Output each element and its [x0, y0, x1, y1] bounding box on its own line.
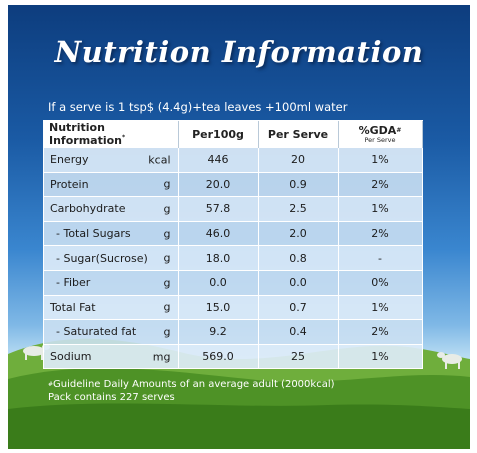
per-serve-value: 0.9 [258, 171, 339, 197]
nutrient-name: - Saturated fat g [44, 319, 179, 345]
nutrient-name: Sodium mg [44, 343, 179, 369]
gda-value: 0% [338, 269, 423, 296]
gda-value: 1% [338, 343, 423, 369]
per-serve-value: 0.7 [258, 294, 339, 320]
nutrient-name: Energy kcal [44, 147, 179, 173]
goat-right-icon [437, 352, 462, 369]
nutrient-name: Protein g [44, 171, 179, 197]
per100g-value: 57.8 [178, 196, 259, 222]
per100g-value: 20.0 [178, 171, 259, 197]
nutrient-name: Total Fat g [44, 294, 179, 320]
gda-value: 1% [338, 294, 423, 320]
per-serve-value: 0.8 [258, 245, 339, 271]
footnote: #Guideline Daily Amounts of an average a… [48, 378, 335, 404]
nutrient-name: Carbohydrate g [44, 196, 179, 222]
page-title: Nutrition Information [54, 35, 424, 69]
table-row: Sodium mg 569.0 25 1% [44, 343, 423, 369]
table-row: - Fiber g 0.0 0.0 0% [44, 269, 423, 296]
header-per-serve: Per Serve [258, 121, 339, 148]
per100g-value: 569.0 [178, 343, 259, 369]
footnote-pack: Pack contains 227 serves [48, 392, 175, 403]
per-serve-value: 2.0 [258, 220, 339, 246]
table-row: - Total Sugars g 46.0 2.0 2% [44, 220, 423, 246]
per-serve-value: 2.5 [258, 196, 339, 222]
per-serve-value: 20 [258, 147, 339, 173]
gda-value: 1% [338, 147, 423, 173]
table-row: - Saturated fat g 9.2 0.4 2% [44, 319, 423, 345]
table-header-row: Nutrition Information* Per100g Per Serve… [44, 121, 423, 148]
gda-value: 1% [338, 196, 423, 222]
per100g-value: 446 [178, 147, 259, 173]
header-per100g: Per100g [178, 121, 259, 148]
per-serve-value: 25 [258, 343, 339, 369]
nutrient-name: - Fiber g [44, 269, 179, 296]
serving-description: If a serve is 1 tsp$ (4.4g)+tea leaves +… [48, 100, 348, 114]
gda-value: 2% [338, 220, 423, 246]
table-row: Protein g 20.0 0.9 2% [44, 171, 423, 197]
gda-value: - [338, 245, 423, 271]
gda-value: 2% [338, 319, 423, 345]
per-serve-value: 0.0 [258, 269, 339, 296]
nutrient-name: - Total Sugars g [44, 220, 179, 246]
per100g-value: 15.0 [178, 294, 259, 320]
table-row: Energy kcal 446 20 1% [44, 147, 423, 173]
nutrition-table: Nutrition Information* Per100g Per Serve… [43, 120, 423, 370]
per100g-value: 0.0 [178, 269, 259, 296]
table-row: Carbohydrate g 57.8 2.5 1% [44, 196, 423, 222]
header-nutrition: Nutrition Information* [44, 121, 179, 148]
nutrient-name: - Sugar(Sucrose) g [44, 245, 179, 271]
per100g-value: 46.0 [178, 220, 259, 246]
footnote-gda: #Guideline Daily Amounts of an average a… [48, 379, 335, 390]
per100g-value: 9.2 [178, 319, 259, 345]
gda-value: 2% [338, 171, 423, 197]
header-gda: %GDA# Per Serve [338, 121, 423, 148]
table-row: - Sugar(Sucrose) g 18.0 0.8 - [44, 245, 423, 271]
per100g-value: 18.0 [178, 245, 259, 271]
per-serve-value: 0.4 [258, 319, 339, 345]
table-row: Total Fat g 15.0 0.7 1% [44, 294, 423, 320]
